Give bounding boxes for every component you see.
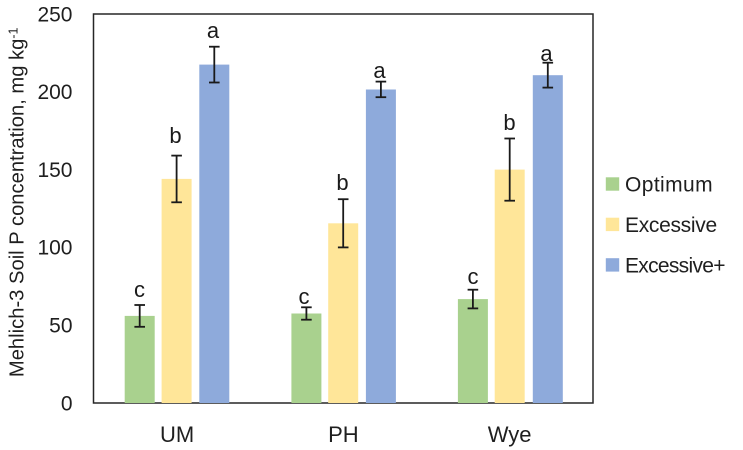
svg-text:PH: PH — [328, 422, 359, 447]
svg-text:c: c — [134, 277, 145, 302]
svg-text:Optimum: Optimum — [625, 174, 713, 197]
svg-text:b: b — [169, 123, 181, 148]
svg-text:c: c — [299, 284, 310, 309]
svg-text:100: 100 — [37, 237, 72, 260]
svg-text:Wye: Wye — [488, 422, 532, 447]
svg-text:UM: UM — [160, 422, 194, 447]
svg-text:0: 0 — [61, 392, 73, 415]
svg-text:b: b — [503, 110, 515, 135]
svg-text:250: 250 — [37, 3, 72, 26]
svg-text:a: a — [373, 58, 386, 83]
svg-text:Mehlich-3 Soil P concentration: Mehlich-3 Soil P concentration, mg kg-1 — [7, 27, 29, 377]
svg-text:c: c — [468, 264, 479, 289]
svg-text:a: a — [207, 18, 220, 43]
svg-text:200: 200 — [37, 81, 72, 104]
svg-text:Excessive+: Excessive+ — [625, 254, 725, 277]
svg-text:50: 50 — [49, 315, 72, 338]
svg-text:b: b — [336, 170, 348, 195]
svg-text:Excessive: Excessive — [625, 214, 717, 237]
svg-text:150: 150 — [37, 159, 72, 182]
svg-text:a: a — [540, 41, 553, 66]
